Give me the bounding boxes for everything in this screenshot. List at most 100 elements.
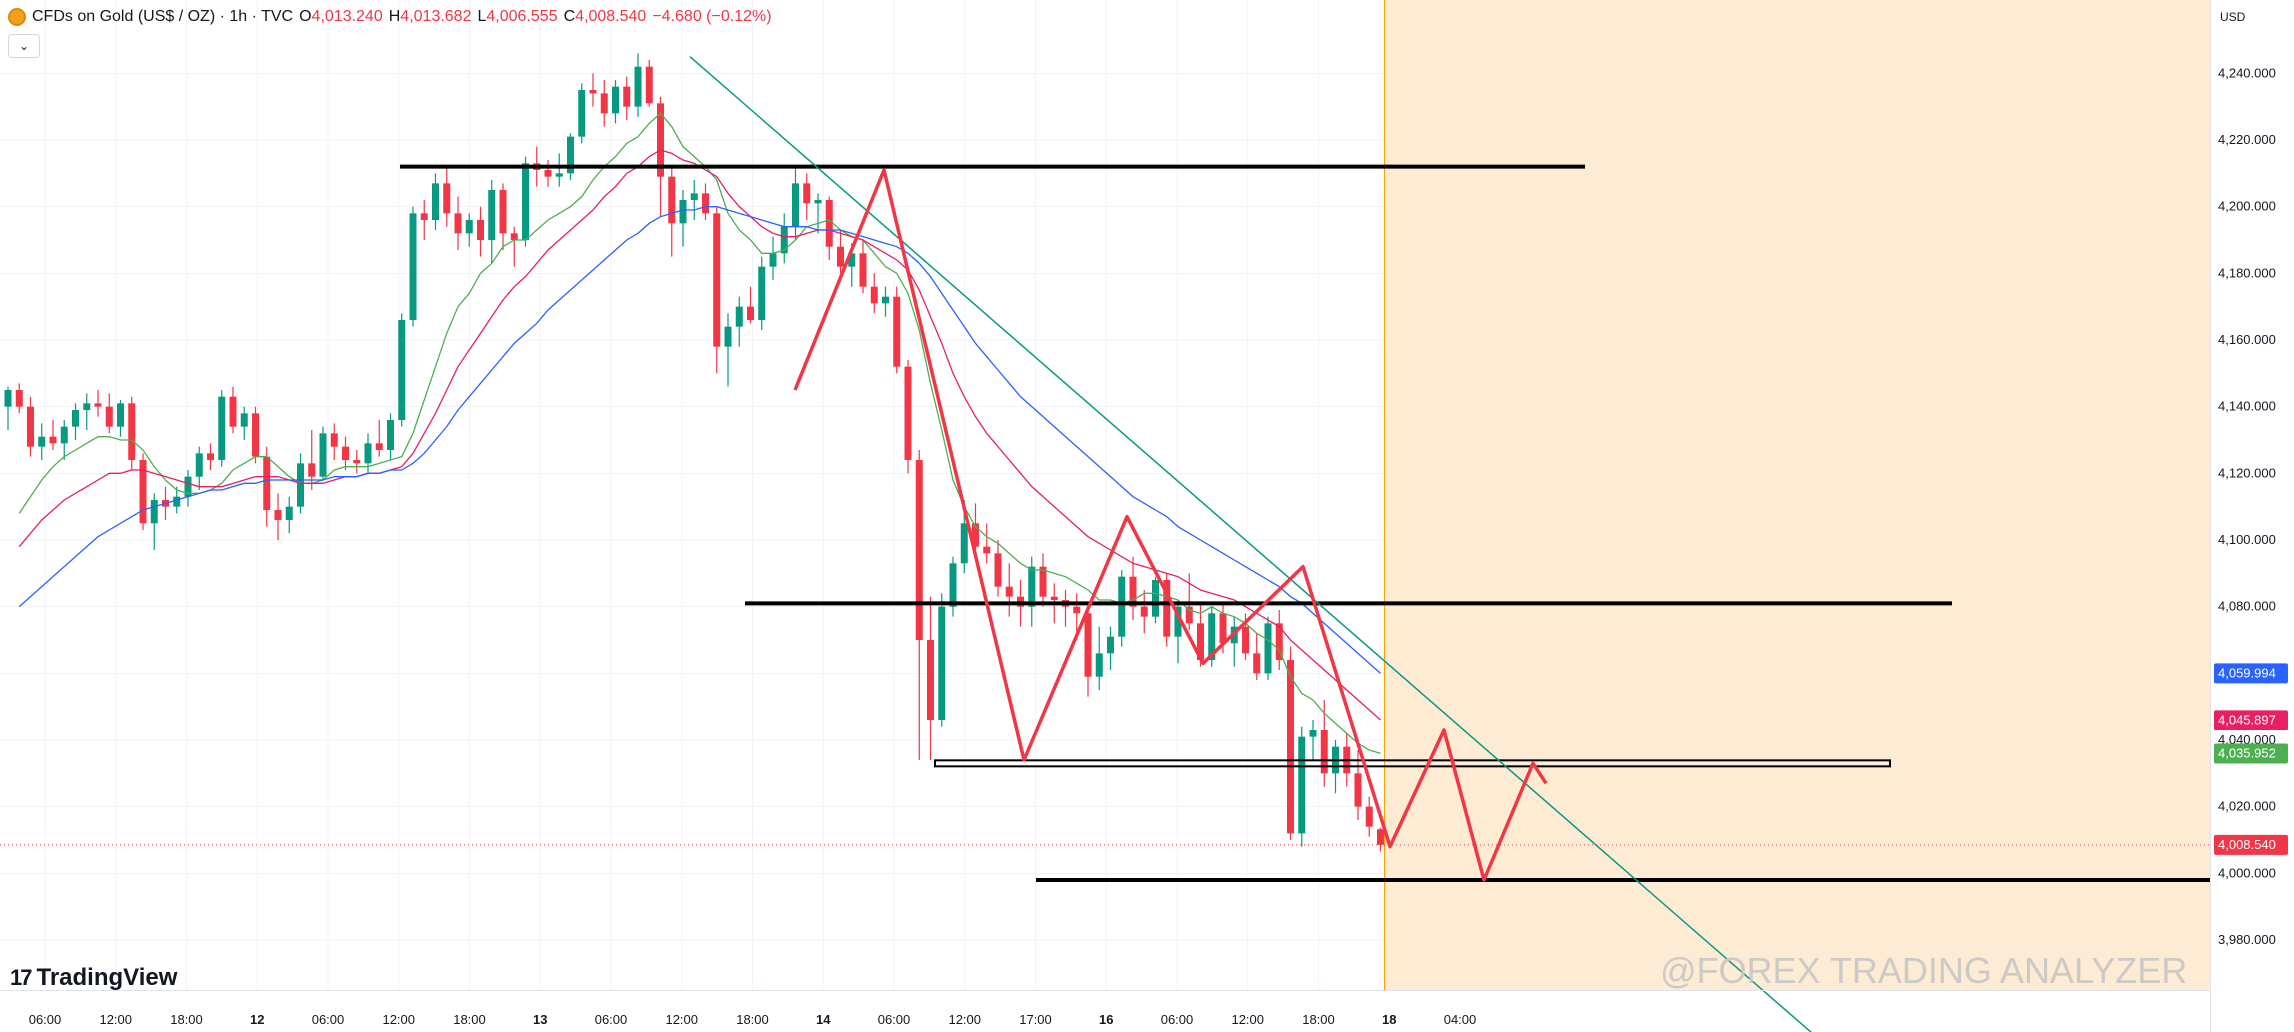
candle (1039, 553, 1047, 607)
candle-body (1073, 606, 1081, 614)
time-tick-label: 14 (816, 1012, 831, 1027)
candle-body (1028, 566, 1036, 607)
candle (1264, 616, 1272, 680)
candle-body (600, 93, 608, 114)
candle-body (1242, 626, 1249, 654)
time-tick-label: 12 (250, 1012, 264, 1027)
price-label: 4,008.540 (2218, 837, 2276, 852)
candle-body (927, 640, 934, 720)
forecast-zone (1384, 0, 2210, 990)
candle (1152, 576, 1159, 624)
price-tick-label: 4,080.000 (2218, 599, 2276, 614)
candle-body (1219, 613, 1227, 644)
price-label: 4,045.897 (2218, 712, 2276, 727)
time-tick-label: 18:00 (736, 1012, 769, 1027)
price-tick-label: 4,200.000 (2218, 199, 2276, 214)
candle (1365, 796, 1373, 837)
price-label-badge (2214, 663, 2288, 684)
candle (1253, 633, 1261, 680)
candle-body (780, 226, 788, 254)
candle (454, 196, 462, 250)
candle (589, 73, 597, 107)
candle (375, 420, 383, 457)
candle-body (870, 286, 878, 304)
candle (1140, 590, 1148, 634)
candle-body (398, 320, 406, 420)
price-label-badge (2214, 743, 2288, 764)
candle-body (758, 266, 766, 320)
price-label: 4,035.952 (2218, 745, 2276, 760)
candle (364, 433, 372, 474)
open-label: O (299, 8, 312, 25)
time-tick-label: 18:00 (1302, 1012, 1335, 1027)
candle-body (1185, 606, 1193, 624)
candle (387, 413, 394, 460)
candle-body (499, 190, 507, 234)
candle-body (207, 453, 214, 460)
time-axis: 06:00 12:00 18:00 12 06:00 12:00 18:00 13 06:00 1… (0, 990, 2210, 1027)
candle-body (1298, 736, 1306, 834)
candle (769, 236, 777, 280)
candle-body (1287, 660, 1294, 834)
currency-label[interactable]: USD (2220, 10, 2246, 24)
candle-body (150, 500, 158, 524)
candle (758, 256, 766, 330)
candle-body (702, 193, 709, 214)
candle-body (814, 200, 822, 204)
candle-body (792, 183, 799, 227)
price-tick-label: 4,000.000 (2218, 865, 2276, 880)
price-tick-label: 4,220.000 (2218, 132, 2276, 147)
candle-body (690, 193, 698, 200)
candle-body (634, 66, 642, 107)
candle-body (972, 523, 979, 547)
candle-body (544, 170, 552, 177)
candle (949, 556, 957, 617)
time-tick-label: 18:00 (170, 1012, 203, 1027)
time-tick-label: 06:00 (595, 1012, 628, 1027)
time-tick-label: 06:00 (312, 1012, 345, 1027)
candle (263, 446, 271, 527)
candle (139, 453, 147, 530)
collapse-legend-button[interactable]: ⌄ (8, 34, 40, 58)
candle-body (713, 213, 721, 347)
candle (1095, 626, 1103, 690)
candle-body (218, 396, 226, 460)
price-axis: 3,980.0004,000.0004,020.0004,040.0004,06… (2210, 0, 2288, 1032)
candle (195, 446, 203, 490)
candle-body (195, 453, 203, 477)
ma-slow-line (18, 206, 1381, 674)
candle-body (252, 413, 259, 457)
candle (1309, 720, 1317, 760)
price-label: 4,059.994 (2218, 665, 2276, 680)
change-value: −4.680 (−0.12%) (652, 8, 772, 25)
candle-body (1197, 623, 1204, 660)
candle-body (657, 103, 664, 177)
candle (105, 393, 113, 434)
candle-body (1354, 773, 1362, 807)
candle (49, 420, 57, 450)
drawings (0, 0, 2210, 1032)
candle (657, 96, 664, 217)
candle-body (49, 436, 57, 444)
candle (184, 470, 192, 507)
candle-body (387, 420, 394, 450)
candle (117, 400, 124, 437)
candle-body (1320, 730, 1328, 774)
candle-body (184, 476, 192, 497)
candle-body (904, 366, 912, 460)
candle-body (94, 403, 102, 407)
tradingview-logo[interactable]: 17 TradingView (10, 964, 177, 992)
candle-body (128, 403, 136, 460)
candle-body (1377, 829, 1384, 845)
candle-body (173, 496, 181, 507)
symbol-title[interactable]: CFDs on Gold (US$ / OZ) · 1h · TVC (32, 8, 294, 25)
candle (1320, 700, 1328, 787)
descending-trendline (689, 56, 1812, 1032)
candle (409, 206, 417, 327)
candle-body (1275, 623, 1283, 660)
candle-body (949, 563, 957, 607)
time-tick-label: 18:00 (453, 1012, 486, 1027)
time-tick-label: 06:00 (1161, 1012, 1194, 1027)
gold-symbol-icon (8, 8, 26, 26)
